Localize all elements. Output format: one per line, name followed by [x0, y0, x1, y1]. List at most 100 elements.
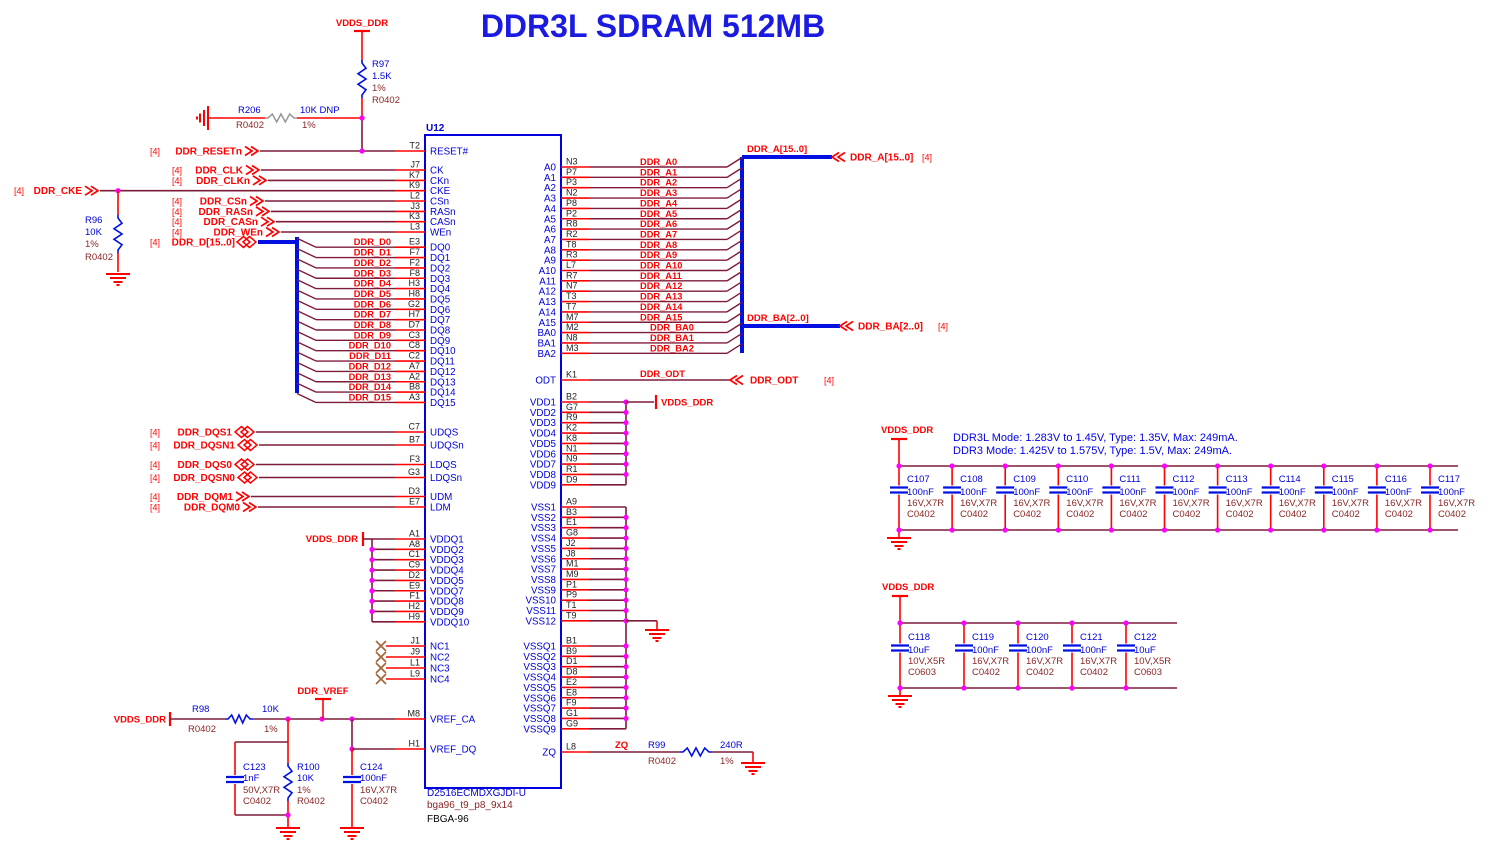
- attr-label: C0402: [243, 796, 271, 807]
- pin-number: A3: [409, 392, 420, 402]
- value-label: 10K: [262, 704, 280, 715]
- wire: [726, 332, 743, 344]
- refdes-label: R206: [238, 105, 261, 116]
- pin-number: M8: [407, 709, 420, 719]
- sheet-ref-tag: [4]: [824, 376, 834, 386]
- pin-number: K7: [409, 170, 420, 180]
- refdes-label: C120: [1026, 632, 1049, 643]
- wire: [726, 312, 743, 323]
- attr-label: R0402: [372, 95, 400, 106]
- attr-label: 16V,X7R: [1026, 656, 1063, 667]
- pin-number: C7: [408, 422, 420, 432]
- junction-dot: [623, 420, 629, 426]
- junction-dot: [623, 440, 629, 446]
- pin-name: VSS8: [531, 575, 557, 586]
- pin-name: VDD5: [530, 439, 557, 450]
- port-label: DDR_DQS0: [178, 460, 233, 471]
- port-label: DDR_DQS1: [178, 428, 233, 439]
- port-chevron-right-icon: [84, 185, 100, 196]
- pin-name: DQ15: [430, 398, 456, 409]
- junction-dot: [623, 556, 629, 562]
- sheet-ref-tag: [4]: [172, 228, 182, 238]
- junction-dot: [369, 567, 375, 573]
- port-chevron-left-icon: [838, 320, 854, 332]
- net-label: DDR_ODT: [640, 369, 685, 379]
- net-label: DDR_D7: [354, 310, 391, 320]
- pin-name: A3: [544, 194, 557, 205]
- pin-number: C3: [408, 330, 420, 340]
- attr-label: 16V,X7R: [1066, 498, 1103, 509]
- junction-dot: [359, 148, 365, 154]
- attr-label: R0402: [188, 724, 216, 735]
- junction-dot: [896, 463, 902, 469]
- pin-number: F8: [409, 268, 420, 278]
- port-label: DDR_CLKn: [196, 176, 250, 187]
- wire: [726, 239, 743, 251]
- refdes-label: C112: [1173, 474, 1195, 485]
- pin-name: UDQS: [430, 428, 459, 439]
- sheet-ref-tag: [4]: [150, 460, 160, 470]
- value-label: 100nF: [1332, 487, 1359, 498]
- pin-name: RASn: [430, 207, 456, 218]
- pin-name: VSSQ7: [523, 704, 556, 715]
- pin-number: F3: [409, 454, 420, 464]
- attr-label: C0402: [1119, 509, 1147, 520]
- net-label: DDR_A1: [640, 167, 677, 177]
- attr-label: C0402: [360, 796, 388, 807]
- pin-number: J9: [410, 647, 420, 657]
- wire: [296, 382, 317, 393]
- pin-name: DQ1: [430, 253, 450, 264]
- value-label: 100nF: [907, 487, 934, 498]
- ic-footprint: bga96_t9_p8_9x14: [427, 800, 513, 811]
- pin-number: H9: [408, 611, 420, 621]
- attr-label: 16V,X7R: [960, 498, 997, 509]
- net-label: DDR_D0: [354, 237, 391, 247]
- pin-number: L9: [410, 669, 420, 679]
- value-label: 10uF: [1134, 645, 1156, 656]
- pin-name: WEn: [430, 228, 451, 239]
- attr-label: 16V,X7R: [972, 656, 1009, 667]
- port-label: DDR_CKE: [34, 186, 83, 197]
- value-label: 100nF: [360, 773, 387, 784]
- pin-name: CKn: [430, 176, 449, 187]
- wire: [296, 310, 317, 321]
- pin-name: VSS5: [531, 544, 557, 555]
- wire: [296, 278, 317, 290]
- attr-label: C0402: [972, 667, 1000, 678]
- wire: [726, 198, 743, 209]
- pin-name: VDD6: [530, 449, 557, 460]
- pin-name: VSSQ3: [523, 662, 556, 673]
- pin-number: K1: [566, 370, 577, 380]
- attr-label: 16V,X7R: [907, 498, 944, 509]
- refdes-label: C107: [907, 474, 930, 485]
- pin-name: VSSQ6: [523, 693, 556, 704]
- wire: [296, 320, 317, 331]
- junction-dot: [623, 525, 629, 531]
- pin-name: VDDQ8: [430, 597, 464, 608]
- net-label: DDR_A15: [640, 312, 682, 322]
- net-label: DDR_D6: [354, 299, 391, 309]
- attr-label: C0402: [1173, 509, 1201, 520]
- sheet-ref-tag: [4]: [172, 207, 182, 217]
- value-label: 10K DNP: [300, 105, 340, 116]
- refdes-label: C108: [960, 474, 983, 485]
- port-label: DDR_DQSN0: [173, 473, 235, 484]
- pin-number: P9: [566, 590, 577, 600]
- sheet-ref-tag: [4]: [172, 166, 182, 176]
- pin-number: T3: [566, 291, 577, 301]
- refdes-label: C117: [1438, 474, 1460, 485]
- refdes-label: C121: [1080, 632, 1103, 643]
- pin-name: DQ2: [430, 263, 450, 274]
- pin-number: B7: [409, 435, 420, 445]
- pin-name: VSSQ5: [523, 683, 556, 694]
- pin-number: N2: [566, 188, 578, 198]
- net-label: DDR_A3: [640, 188, 677, 198]
- junction-dot: [623, 430, 629, 436]
- net-label: DDR_D5: [354, 289, 391, 299]
- pin-name: A9: [544, 256, 556, 267]
- no-connect-icon: [375, 640, 387, 652]
- pin-name: LDQSn: [430, 473, 462, 484]
- refdes-label: C109: [1013, 474, 1036, 485]
- pin-name: VSSQ8: [523, 714, 556, 725]
- pin-number: E3: [409, 237, 420, 247]
